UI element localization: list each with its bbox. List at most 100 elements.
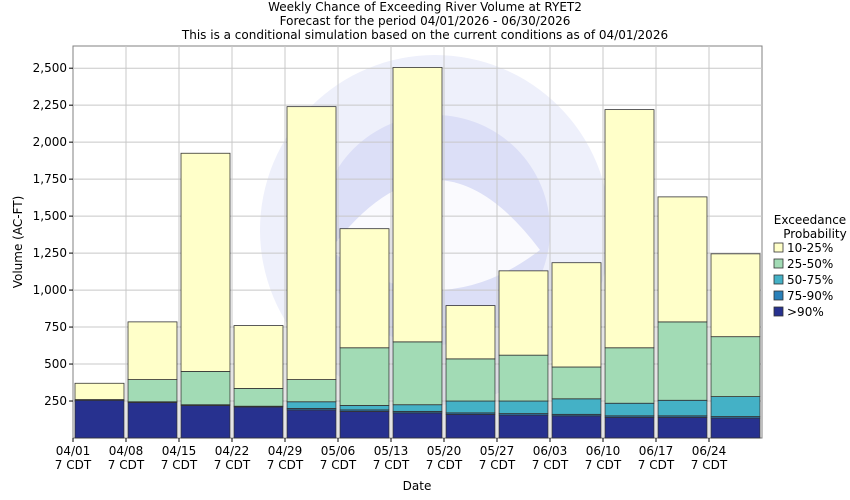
bar-segment-5075 bbox=[551, 398, 602, 415]
x-tick-label-date: 04/15 bbox=[162, 444, 197, 458]
x-tick-label-date: 05/13 bbox=[374, 444, 409, 458]
bar-segment-5075 bbox=[392, 404, 443, 412]
legend-swatch bbox=[773, 242, 784, 253]
bar-segment-5075 bbox=[286, 401, 337, 409]
bar-segment-2550 bbox=[498, 354, 549, 402]
x-tick-label-date: 04/29 bbox=[268, 444, 303, 458]
legend-swatch bbox=[773, 258, 784, 269]
bar-segment-2550 bbox=[127, 379, 178, 403]
legend-title-line-2: Probability bbox=[783, 227, 846, 241]
bar-segment-90 bbox=[180, 405, 231, 439]
bar-segment-5075 bbox=[498, 400, 549, 414]
bar-segment-90 bbox=[657, 416, 708, 439]
x-tick-label-date: 06/10 bbox=[586, 444, 621, 458]
bar-segment-5075 bbox=[710, 396, 761, 417]
y-tick-label: 2,500 bbox=[33, 61, 67, 75]
x-tick-label-date: 05/20 bbox=[427, 444, 462, 458]
y-axis-label: Volume (AC-FT) bbox=[11, 196, 25, 289]
bar-segment-90 bbox=[604, 416, 655, 439]
legend-label: 10-25% bbox=[787, 241, 833, 255]
x-tick-label-tz: 7 CDT bbox=[55, 458, 92, 472]
x-axis-label: Date bbox=[403, 479, 432, 493]
chart-subtitle: Forecast for the period 04/01/2026 - 06/… bbox=[279, 14, 571, 28]
bar-segment-5075 bbox=[445, 400, 496, 414]
y-axis: 250 500 750 1,000 1,250 1,500 1,750 2,000 2,250 2… bbox=[33, 61, 73, 408]
legend: Exceedance Probability 10-25% 25-50% 50-75… bbox=[773, 213, 847, 319]
x-tick-label-tz: 7 CDT bbox=[638, 458, 675, 472]
x-tick-label-date: 05/27 bbox=[480, 444, 515, 458]
legend-title-line-1: Exceedance bbox=[774, 213, 846, 227]
y-tick-label: 1,000 bbox=[33, 283, 67, 297]
bar-segment-1025 bbox=[74, 382, 125, 400]
bar-segment-2550 bbox=[233, 388, 284, 407]
bar-segment-1025 bbox=[604, 109, 655, 349]
bar-segment-5075 bbox=[339, 405, 390, 411]
y-tick-label: 250 bbox=[44, 394, 67, 408]
chart-title: Weekly Chance of Exceeding River Volume … bbox=[268, 0, 582, 14]
x-tick-label-tz: 7 CDT bbox=[108, 458, 145, 472]
chart-subtitle-2: This is a conditional simulation based o… bbox=[181, 28, 669, 42]
bar-segment-2550 bbox=[710, 336, 761, 397]
x-tick-label-tz: 7 CDT bbox=[373, 458, 410, 472]
x-tick-label-tz: 7 CDT bbox=[161, 458, 198, 472]
x-tick-label-tz: 7 CDT bbox=[267, 458, 304, 472]
bar-segment-1025 bbox=[445, 305, 496, 360]
bar-segment-90 bbox=[392, 412, 443, 439]
legend-swatch bbox=[773, 306, 784, 317]
x-tick-label-tz: 7 CDT bbox=[585, 458, 622, 472]
bar-segment-2550 bbox=[551, 366, 602, 400]
y-tick-label: 2,000 bbox=[33, 135, 67, 149]
bar-segment-1025 bbox=[710, 253, 761, 338]
bar-segment-2550 bbox=[392, 341, 443, 406]
y-tick-label: 750 bbox=[44, 320, 67, 334]
bar-segment-5075 bbox=[657, 399, 708, 417]
bar-segment-90 bbox=[286, 409, 337, 439]
y-tick-label: 1,250 bbox=[33, 246, 67, 260]
bar-segment-5075 bbox=[604, 402, 655, 417]
x-tick-label-tz: 7 CDT bbox=[532, 458, 569, 472]
bar-segment-2550 bbox=[657, 321, 708, 401]
x-tick-label-tz: 7 CDT bbox=[320, 458, 357, 472]
x-tick-label-date: 04/01 bbox=[56, 444, 91, 458]
x-tick-label-tz: 7 CDT bbox=[479, 458, 516, 472]
bar-segment-90 bbox=[445, 413, 496, 439]
bar-segment-90 bbox=[551, 415, 602, 439]
legend-label: 50-75% bbox=[787, 273, 833, 287]
x-tick-label-date: 04/08 bbox=[109, 444, 144, 458]
x-tick-label-date: 05/06 bbox=[321, 444, 356, 458]
y-tick-label: 1,500 bbox=[33, 209, 67, 223]
bar-segment-2550 bbox=[286, 379, 337, 403]
bar-segment-90 bbox=[498, 414, 549, 439]
y-tick-label: 2,250 bbox=[33, 98, 67, 112]
x-tick-label-tz: 7 CDT bbox=[691, 458, 728, 472]
bar-segment-90 bbox=[233, 406, 284, 439]
legend-label: 25-50% bbox=[787, 257, 833, 271]
bar-segment-1025 bbox=[392, 67, 443, 343]
bar-segment-90 bbox=[127, 402, 178, 439]
bar-segment-1025 bbox=[551, 262, 602, 368]
bars-group bbox=[74, 67, 761, 439]
bar-segment-2550 bbox=[180, 371, 231, 406]
legend-label: >90% bbox=[787, 305, 824, 319]
legend-swatch bbox=[773, 290, 784, 301]
bar-segment-1025 bbox=[286, 106, 337, 380]
legend-swatch bbox=[773, 274, 784, 285]
x-tick-label-date: 06/24 bbox=[692, 444, 727, 458]
bar-segment-90 bbox=[339, 410, 390, 439]
x-tick-label-date: 06/17 bbox=[639, 444, 674, 458]
bar-segment-2550 bbox=[339, 347, 390, 406]
bar-segment-1025 bbox=[498, 270, 549, 356]
x-tick-label-tz: 7 CDT bbox=[214, 458, 251, 472]
bar-segment-1025 bbox=[180, 152, 231, 372]
x-tick-label-tz: 7 CDT bbox=[426, 458, 463, 472]
bar-segment-1025 bbox=[339, 228, 390, 349]
bar-segment-1025 bbox=[127, 321, 178, 380]
bar-segment-2550 bbox=[445, 358, 496, 402]
bar-segment-90 bbox=[74, 399, 125, 439]
bar-segment-90 bbox=[710, 417, 761, 439]
bar-segment-1025 bbox=[233, 325, 284, 389]
bar-segment-2550 bbox=[604, 347, 655, 404]
y-tick-label: 500 bbox=[44, 357, 67, 371]
